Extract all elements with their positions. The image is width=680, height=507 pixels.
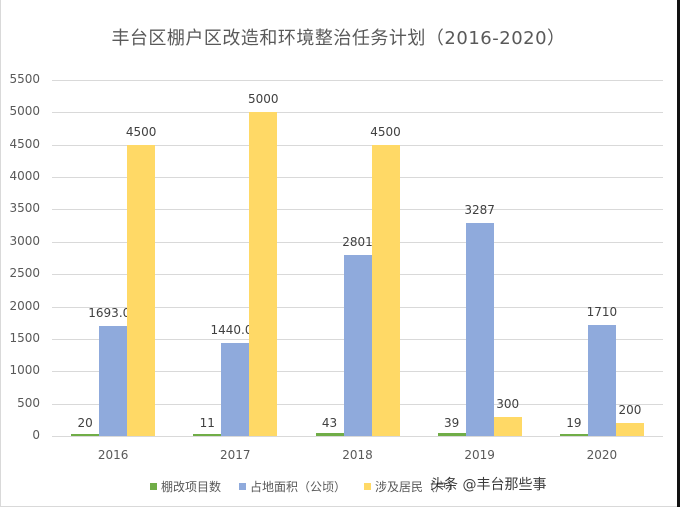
data-label: 19 xyxy=(566,416,582,430)
bar xyxy=(249,112,278,436)
chart-title: 丰台区棚户区改造和环境整治任务计划（2016-2020） xyxy=(111,28,566,49)
watermark: 头条 @丰台那些事 xyxy=(430,477,547,493)
bar xyxy=(493,416,522,436)
data-label: 2801 xyxy=(342,234,373,249)
bar xyxy=(587,325,616,436)
data-label: 1440.04 xyxy=(210,322,261,337)
legend-label: 棚改项目数 xyxy=(161,480,222,494)
bar xyxy=(99,326,128,436)
y-tick-label: 4000 xyxy=(9,169,40,184)
gridline xyxy=(52,177,663,179)
data-label: 3287 xyxy=(464,203,495,218)
y-tick-label: 3500 xyxy=(9,201,40,216)
y-tick-label: 3000 xyxy=(9,233,40,248)
x-tick-label: 2017 xyxy=(220,448,251,462)
legend-label: 占地面积（公顷） xyxy=(250,480,347,494)
data-label: 200 xyxy=(618,403,642,418)
legend-item: 棚改项目数 xyxy=(150,478,221,495)
bar xyxy=(615,423,644,436)
plot-area: 20 1693.02 4500 11 1440.04 5000 43 2801 4500 39 32… xyxy=(52,80,663,437)
bar xyxy=(71,434,100,436)
bar xyxy=(127,144,156,436)
data-label: 5000 xyxy=(248,92,279,107)
data-label: 1693.02 xyxy=(88,306,138,321)
x-tick-label: 2020 xyxy=(586,448,618,462)
gridline xyxy=(52,241,663,243)
legend-swatch-icon xyxy=(364,483,372,490)
bar xyxy=(437,433,466,436)
legend-swatch-icon xyxy=(239,483,247,490)
bar xyxy=(315,433,344,436)
y-tick-label: 2000 xyxy=(9,298,40,313)
gridline xyxy=(52,112,663,114)
legend-item: 涉及居民（户） xyxy=(364,478,459,495)
legend-swatch-icon xyxy=(150,483,157,490)
data-label: 300 xyxy=(496,396,520,411)
data-label: 4500 xyxy=(125,124,157,139)
legend-item: 占地面积（公顷） xyxy=(239,478,346,495)
gridline xyxy=(52,436,663,437)
y-tick-label: 5500 xyxy=(9,72,40,86)
legend: 棚改项目数 占地面积（公顷） 涉及居民（户） xyxy=(150,478,459,495)
y-tick-label: 1000 xyxy=(9,363,40,378)
y-tick-label: 4500 xyxy=(9,136,40,151)
right-border xyxy=(677,0,680,507)
y-tick-label: 2500 xyxy=(9,266,40,281)
bar xyxy=(371,144,400,436)
gridline xyxy=(52,80,663,81)
bar xyxy=(343,254,372,436)
data-label: 20 xyxy=(77,416,93,430)
y-tick-label: 0 xyxy=(32,428,40,442)
y-tick-label: 5000 xyxy=(9,104,40,119)
data-label: 1710 xyxy=(586,305,618,320)
bar xyxy=(559,434,588,436)
legend-label: 涉及居民（户） xyxy=(375,480,460,494)
gridline xyxy=(52,144,663,146)
bar xyxy=(193,434,222,436)
data-label: 11 xyxy=(199,416,215,430)
y-tick-label: 1500 xyxy=(9,330,40,345)
bar xyxy=(221,342,250,436)
data-label: 4500 xyxy=(370,124,401,139)
x-tick-label: 2019 xyxy=(464,448,495,462)
gridline xyxy=(52,209,663,211)
y-tick-label: 500 xyxy=(17,395,40,410)
bar xyxy=(465,223,494,436)
data-label: 43 xyxy=(321,416,338,430)
x-tick-label: 2018 xyxy=(342,448,373,462)
x-tick-label: 2016 xyxy=(97,448,129,462)
data-label: 39 xyxy=(444,416,460,430)
